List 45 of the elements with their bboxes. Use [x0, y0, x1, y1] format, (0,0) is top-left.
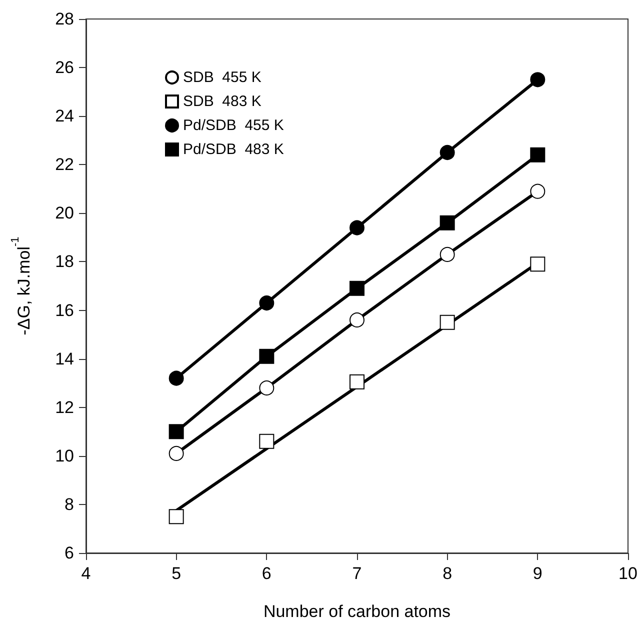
- point: [168, 370, 184, 386]
- y-tick-label: 20: [55, 204, 74, 223]
- x-tick-label: 8: [442, 564, 452, 583]
- point: [259, 434, 274, 449]
- point: [168, 446, 184, 461]
- x-tick-label: 4: [81, 564, 91, 583]
- x-tick-label: 6: [262, 564, 272, 583]
- point: [350, 374, 364, 390]
- legend-label: Pd/SDB 483 K: [183, 141, 284, 158]
- point: [530, 147, 546, 162]
- point: [259, 380, 274, 396]
- x-tick-label: 10: [618, 564, 638, 583]
- y-tick-label: 28: [55, 10, 74, 28]
- y-tick-label: 8: [64, 494, 74, 514]
- point: [259, 348, 274, 364]
- point: [350, 312, 364, 328]
- y-tick-label: 12: [55, 398, 74, 417]
- y-tick-label: 6: [64, 544, 74, 562]
- y-tick-label: 18: [55, 252, 74, 272]
- legend-label: Pd/SDB 455 K: [183, 117, 284, 134]
- point: [530, 256, 546, 272]
- point: [530, 184, 546, 199]
- y-tick-label: 24: [55, 106, 74, 126]
- y-tick-label: 16: [55, 300, 74, 320]
- y-tick-label: 26: [55, 58, 74, 78]
- legend-label: SDB 455 K: [183, 69, 262, 86]
- point: [168, 509, 184, 524]
- x-tick-label: 5: [172, 564, 182, 583]
- x-tick-label: 7: [352, 564, 362, 583]
- point: [168, 424, 184, 440]
- x-tick-label: 9: [532, 564, 542, 583]
- x-axis-title: Number of carbon atoms: [263, 602, 451, 621]
- point: [350, 280, 364, 296]
- y-tick-label: 14: [55, 349, 74, 368]
- y-tick-label: 10: [55, 446, 74, 466]
- point: [440, 215, 455, 230]
- point: [350, 220, 364, 236]
- point: [530, 72, 546, 88]
- point: [440, 246, 455, 262]
- point: [440, 145, 455, 160]
- point: [440, 314, 455, 330]
- y-axis-title: -ΔG, kJ.mol-1: [10, 236, 34, 336]
- y-tick-label: 22: [55, 155, 74, 174]
- legend-label: SDB 483 K: [183, 93, 262, 110]
- point: [259, 295, 274, 310]
